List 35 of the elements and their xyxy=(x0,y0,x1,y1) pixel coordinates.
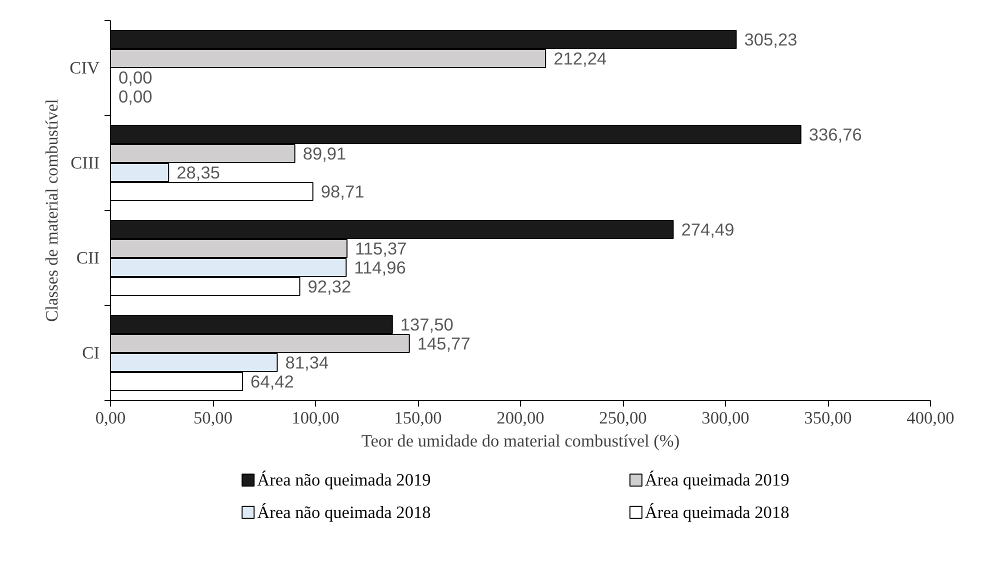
data-label: 64,42 xyxy=(250,372,294,392)
data-label: 212,24 xyxy=(554,48,607,68)
y-tick-label: CI xyxy=(82,344,100,362)
x-tick-label: 0,00 xyxy=(95,408,126,428)
legend-label: Área não queimada 2019 xyxy=(257,470,431,490)
data-label: 92,32 xyxy=(308,276,352,296)
y-tick-label: CII xyxy=(76,248,100,268)
x-tick-label: 400,00 xyxy=(906,408,954,428)
data-label: 274,49 xyxy=(681,220,734,240)
x-tick-label: 250,00 xyxy=(599,408,647,428)
data-label: 98,71 xyxy=(320,182,364,202)
x-tick-label: 150,00 xyxy=(394,408,442,428)
y-axis-title: Classes de material combustível xyxy=(42,98,62,322)
x-tick-label: 100,00 xyxy=(292,408,340,428)
data-label: 336,76 xyxy=(808,124,862,144)
data-label: 28,35 xyxy=(176,162,220,182)
x-tick-label: 350,00 xyxy=(804,408,852,428)
y-tick-label: CIII xyxy=(70,154,100,172)
data-label: 137,50 xyxy=(400,314,454,334)
x-tick-label: 200,00 xyxy=(496,408,544,428)
x-tick-label: 300,00 xyxy=(702,408,750,428)
legend-label: Área queimada 2019 xyxy=(644,470,790,490)
data-label: 145,77 xyxy=(417,334,470,354)
y-tick-label: CIV xyxy=(70,58,100,78)
data-label: 89,91 xyxy=(302,144,346,164)
data-label: 115,37 xyxy=(355,238,407,258)
data-label: 0,00 xyxy=(118,68,152,88)
data-label: 305,23 xyxy=(744,30,798,50)
legend-label: Área não queimada 2018 xyxy=(257,502,431,522)
data-label: 81,34 xyxy=(285,352,329,372)
x-axis-title: Teor de umidade do material combustível (%) xyxy=(361,432,680,450)
data-label: 114,96 xyxy=(354,258,406,278)
legend-label: Área queimada 2018 xyxy=(644,502,790,522)
x-tick-label: 50,00 xyxy=(194,408,233,428)
data-label: 0,00 xyxy=(118,86,152,106)
